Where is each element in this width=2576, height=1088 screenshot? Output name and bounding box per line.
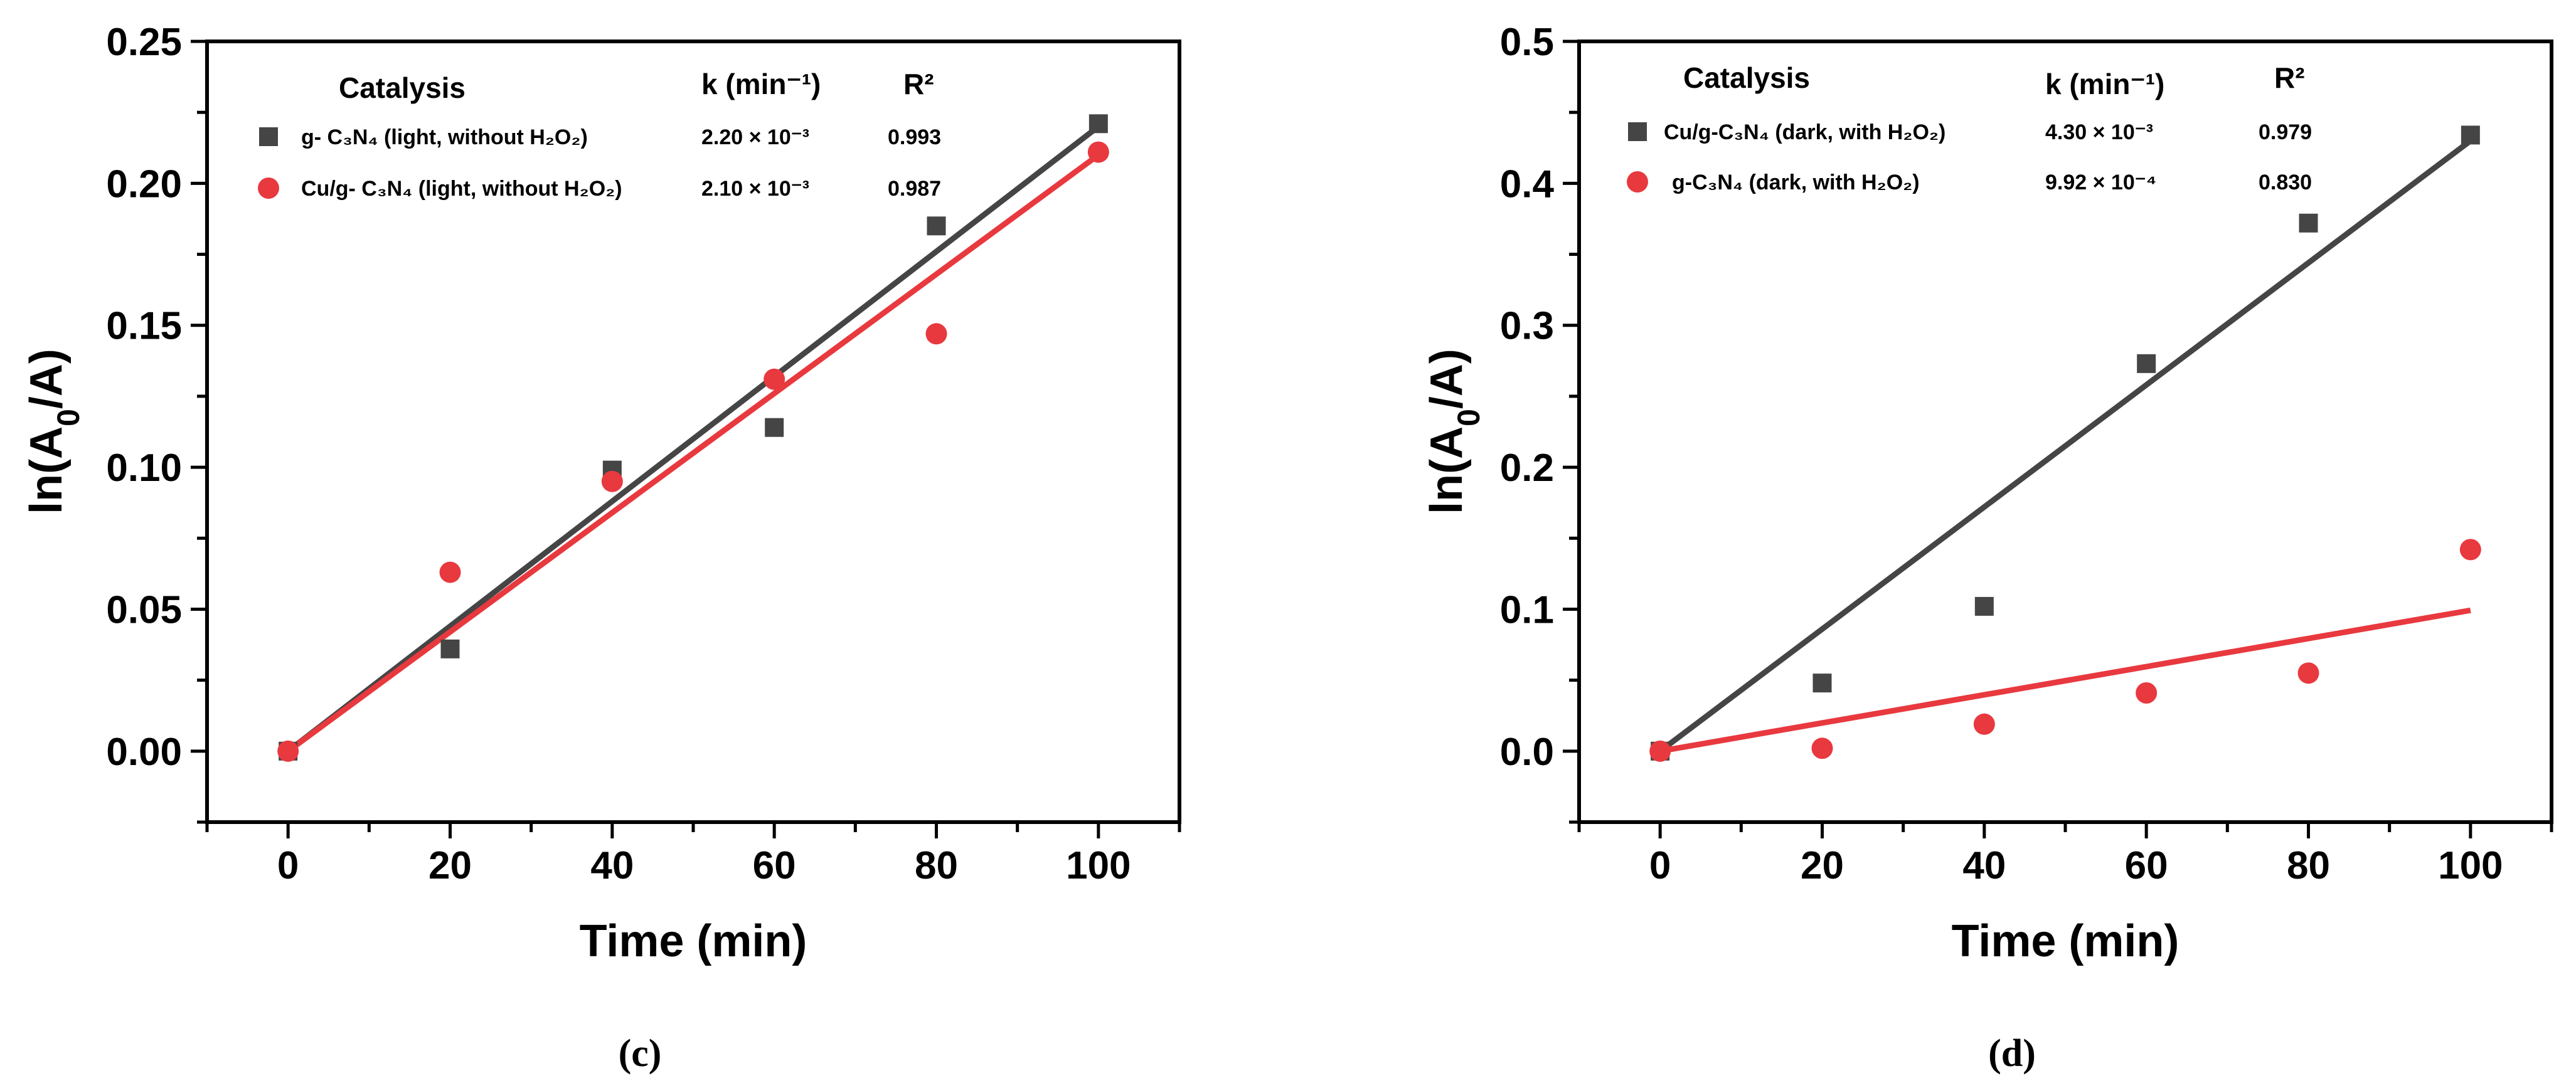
- legend-k-gc3n4-light: 2.20 × 10⁻³: [701, 125, 809, 149]
- y-tick-label: 0.25: [106, 21, 182, 64]
- y-tick-label: 0.15: [106, 305, 182, 348]
- panel-label-c: (c): [619, 1032, 662, 1075]
- fit-line-series-0: [1658, 138, 2472, 754]
- y-tick-label: 0.05: [106, 588, 182, 631]
- data-point-series-0: [1088, 114, 1108, 134]
- legend-label-cu-gc3n4-dark: Cu/g-C₃N₄ (dark, with H₂O₂): [1664, 120, 1945, 144]
- legend-header-k-d: k (min⁻¹): [2045, 68, 2164, 100]
- fit-lines-d: [1658, 138, 2472, 754]
- data-point-series-1: [2297, 662, 2319, 684]
- x-axis-c: 0 20 40 60 80 100: [205, 822, 1181, 887]
- legend-label-gc3n4-light: g- C₃N₄ (light, without H₂O₂): [301, 125, 588, 149]
- x-axis-title-c: Time (min): [580, 916, 807, 966]
- x-tick-label: 80: [915, 844, 958, 887]
- legend-c: Catalysis k (min⁻¹) R² g- C₃N₄ (light, w…: [258, 68, 941, 201]
- chart-panel-c: 0 20 40 60 80 100 0.00 0.05 0.10 0.15 0.20 0.25 Ti…: [21, 21, 1181, 1075]
- x-tick-label: 40: [1962, 844, 2006, 887]
- legend-r2-cu-gc3n4-light: 0.987: [888, 177, 941, 201]
- data-point-series-1: [1649, 740, 1671, 762]
- data-point-series-1: [1087, 141, 1109, 163]
- y-axis-title-d: ln(A0/A): [1422, 349, 1486, 514]
- y-tick-label: 0.00: [106, 731, 182, 774]
- x-tick-label: 80: [2287, 844, 2330, 887]
- x-tick-label: 100: [1066, 844, 1131, 887]
- y-axis-c: 0.00 0.05 0.10 0.15 0.20 0.25: [106, 21, 207, 824]
- data-point-series-0: [440, 639, 460, 658]
- legend-r2-gc3n4-light: 0.993: [888, 125, 941, 149]
- data-point-series-1: [764, 368, 785, 390]
- y-tick-label: 0.5: [1500, 21, 1554, 64]
- x-tick-label: 40: [590, 844, 634, 887]
- x-tick-label: 60: [2125, 844, 2168, 887]
- data-point-series-1: [2136, 682, 2158, 704]
- legend-header-catalysis-d: Catalysis: [1683, 61, 1810, 94]
- chart-panel-d: 0 20 40 60 80 100 0.0 0.1 0.2 0.3 0.4 0.5 Time (mi…: [1422, 21, 2553, 1075]
- x-tick-label: 0: [1649, 844, 1671, 887]
- y-tick-label: 0.20: [106, 162, 182, 206]
- legend-k-cu-gc3n4-light: 2.10 × 10⁻³: [701, 177, 809, 201]
- legend-marker-cu-gc3n4-dark: [1628, 122, 1647, 141]
- data-point-series-1: [439, 561, 461, 583]
- data-point-series-1: [1973, 713, 1995, 735]
- x-tick-label: 100: [2438, 844, 2503, 887]
- x-tick-label: 60: [753, 844, 796, 887]
- data-point-series-0: [1974, 596, 1994, 616]
- legend-marker-gc3n4-light: [259, 127, 278, 146]
- data-point-series-1: [2459, 539, 2481, 561]
- y-axis-title-c: ln(A0/A): [21, 349, 86, 514]
- x-tick-label: 20: [1801, 844, 1844, 887]
- y-tick-label: 0.3: [1500, 305, 1554, 348]
- y-tick-label: 0.10: [106, 446, 182, 490]
- legend-k-gc3n4-dark: 9.92 × 10⁻⁴: [2045, 171, 2157, 194]
- data-point-series-0: [927, 216, 946, 236]
- legend-marker-cu-gc3n4-light: [258, 177, 279, 199]
- legend-r2-cu-gc3n4-dark: 0.979: [2259, 120, 2312, 144]
- x-axis-title-d: Time (min): [1952, 916, 2179, 966]
- legend-header-r2-c: R²: [903, 68, 934, 100]
- data-point-series-1: [1811, 737, 1833, 759]
- legend-d: Catalysis k (min⁻¹) R² Cu/g-C₃N₄ (dark, …: [1627, 61, 2312, 194]
- legend-k-cu-gc3n4-dark: 4.30 × 10⁻³: [2045, 120, 2153, 144]
- legend-r2-gc3n4-dark: 0.830: [2259, 171, 2312, 194]
- fit-line-series-0: [286, 124, 1100, 754]
- data-point-series-0: [1812, 673, 1832, 693]
- fit-line-series-1: [1659, 607, 2471, 754]
- x-axis-d: 0 20 40 60 80 100: [1577, 822, 2553, 887]
- data-point-series-0: [2461, 125, 2480, 145]
- legend-header-catalysis-c: Catalysis: [339, 71, 466, 104]
- legend-marker-gc3n4-dark: [1627, 171, 1648, 193]
- legend-header-k-c: k (min⁻¹): [701, 68, 821, 100]
- data-point-series-1: [277, 740, 299, 762]
- y-tick-label: 0.2: [1500, 446, 1554, 490]
- data-point-series-0: [2137, 354, 2156, 373]
- data-point-series-1: [925, 323, 947, 345]
- data-points-c: [277, 114, 1109, 762]
- x-tick-label: 0: [277, 844, 299, 887]
- fit-line-series-1: [286, 152, 1100, 754]
- fit-lines-c: [286, 124, 1100, 754]
- data-points-d: [1649, 125, 2481, 762]
- panel-label-d: (d): [1988, 1032, 2036, 1075]
- data-point-series-0: [2299, 213, 2318, 233]
- legend-label-gc3n4-dark: g-C₃N₄ (dark, with H₂O₂): [1672, 171, 1920, 194]
- legend-label-cu-gc3n4-light: Cu/g- C₃N₄ (light, without H₂O₂): [301, 177, 622, 201]
- data-point-series-1: [601, 470, 623, 492]
- legend-header-r2-d: R²: [2274, 61, 2305, 94]
- y-tick-label: 0.4: [1500, 162, 1555, 206]
- y-axis-d: 0.0 0.1 0.2 0.3 0.4 0.5: [1500, 21, 1579, 824]
- data-point-series-0: [765, 418, 784, 437]
- y-tick-label: 0.0: [1500, 731, 1554, 774]
- y-tick-label: 0.1: [1500, 588, 1554, 631]
- x-tick-label: 20: [428, 844, 472, 887]
